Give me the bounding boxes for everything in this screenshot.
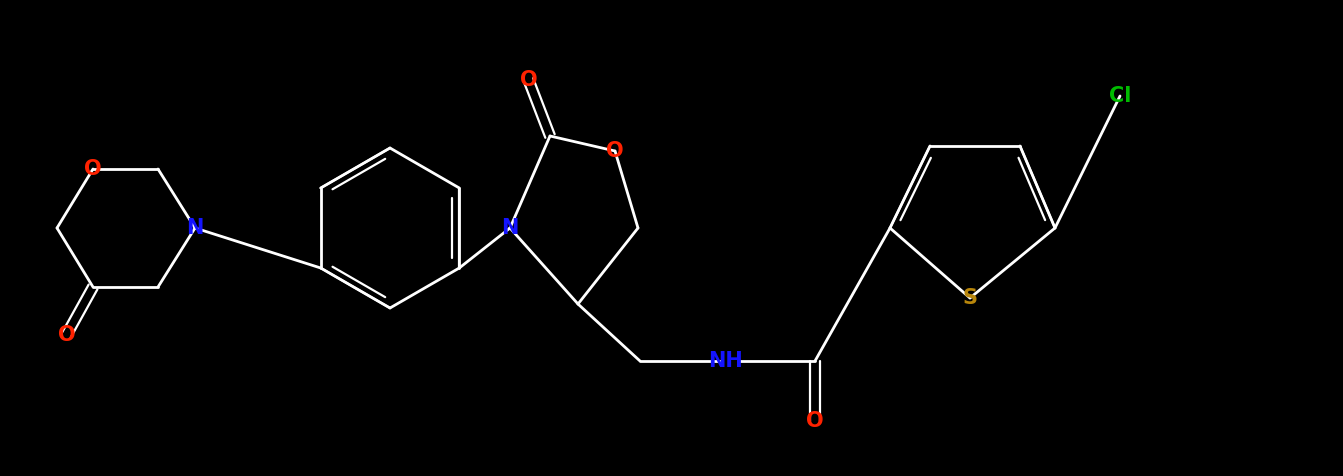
Text: S: S: [963, 288, 978, 308]
Text: O: O: [606, 141, 623, 161]
Text: Cl: Cl: [1109, 86, 1131, 106]
Text: O: O: [85, 159, 102, 179]
Text: NH: NH: [708, 351, 743, 371]
Text: O: O: [520, 70, 537, 90]
Text: N: N: [187, 218, 204, 238]
Text: N: N: [501, 218, 518, 238]
Text: O: O: [806, 411, 823, 431]
Text: O: O: [58, 325, 75, 345]
